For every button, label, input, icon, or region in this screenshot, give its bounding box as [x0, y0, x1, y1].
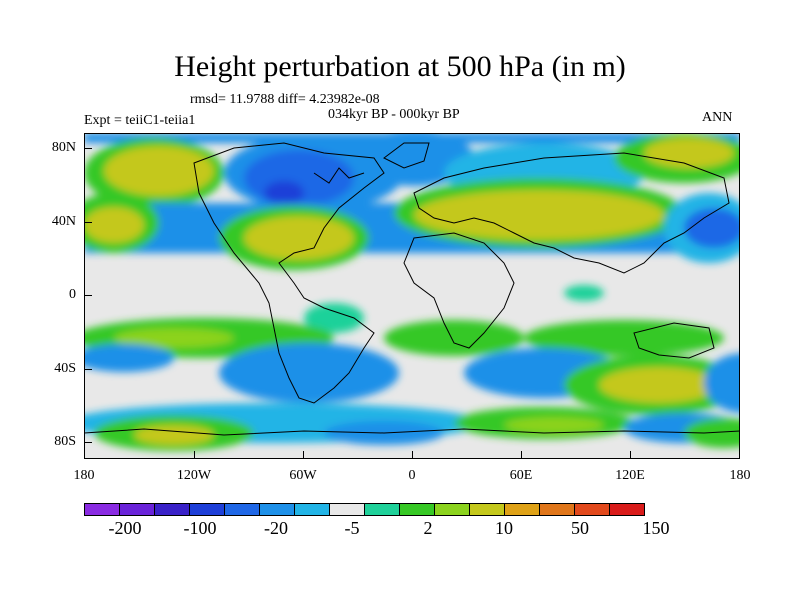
colorbar-swatch [574, 503, 610, 516]
colorbar-swatch [539, 503, 575, 516]
colorbar-swatch [329, 503, 365, 516]
experiment-label: Expt = teiiC1-teiia1 [84, 113, 196, 128]
period-label: 034kyr BP - 000kyr BP [328, 107, 460, 122]
colorbar-label: -100 [183, 518, 217, 538]
colorbar-label: 150 [642, 518, 670, 538]
colorbar-swatch [434, 503, 470, 516]
colorbar-label: 10 [495, 518, 513, 538]
colorbar-swatch [259, 503, 295, 516]
colorbar-swatch [364, 503, 400, 516]
colorbar-swatch [609, 503, 645, 516]
lat-label-40s: 40S [54, 361, 76, 376]
colorbar-swatch [84, 503, 120, 516]
lat-tick [84, 442, 92, 443]
season-label: ANN [702, 110, 733, 125]
lon-label-180e: 180 [729, 468, 751, 483]
lat-label-80n: 80N [51, 140, 76, 155]
lon-tick [521, 451, 522, 459]
lat-label-80s: 80S [54, 434, 76, 449]
lat-tick [84, 222, 92, 223]
lon-label-120e: 120E [615, 468, 645, 483]
lat-tick [84, 148, 92, 149]
map-plot-area [84, 133, 740, 459]
lat-tick [84, 369, 92, 370]
colorbar-swatch [224, 503, 260, 516]
lon-tick [303, 451, 304, 459]
colorbar-swatch [154, 503, 190, 516]
contour-field [84, 133, 740, 459]
lon-tick [412, 451, 413, 459]
colorbar-label: -20 [264, 518, 288, 538]
lon-label-60w: 60W [289, 468, 317, 483]
colorbar-swatch [294, 503, 330, 516]
colorbar-swatch [399, 503, 435, 516]
lat-tick [84, 295, 92, 296]
colorbar [84, 503, 645, 516]
map-title: Height perturbation at 500 hPa (in m) [174, 50, 626, 83]
colorbar-label: 2 [423, 518, 433, 538]
colorbar-label: 50 [571, 518, 589, 538]
lon-tick [630, 451, 631, 459]
colorbar-swatch [119, 503, 155, 516]
colorbar-label: -200 [108, 518, 142, 538]
stats-label: rmsd= 11.9788 diff= 4.23982e-08 [190, 92, 380, 107]
colorbar-swatch [504, 503, 540, 516]
colorbar-swatch [189, 503, 225, 516]
colorbar-swatch [469, 503, 505, 516]
lon-label-60e: 60E [509, 468, 533, 483]
lon-tick [194, 451, 195, 459]
lat-label-0: 0 [69, 287, 76, 302]
colorbar-label: -5 [344, 518, 360, 538]
lon-label-180w: 180 [73, 468, 95, 483]
lon-label-120w: 120W [176, 468, 212, 483]
lon-label-0: 0 [408, 468, 416, 483]
lat-label-40n: 40N [51, 214, 76, 229]
